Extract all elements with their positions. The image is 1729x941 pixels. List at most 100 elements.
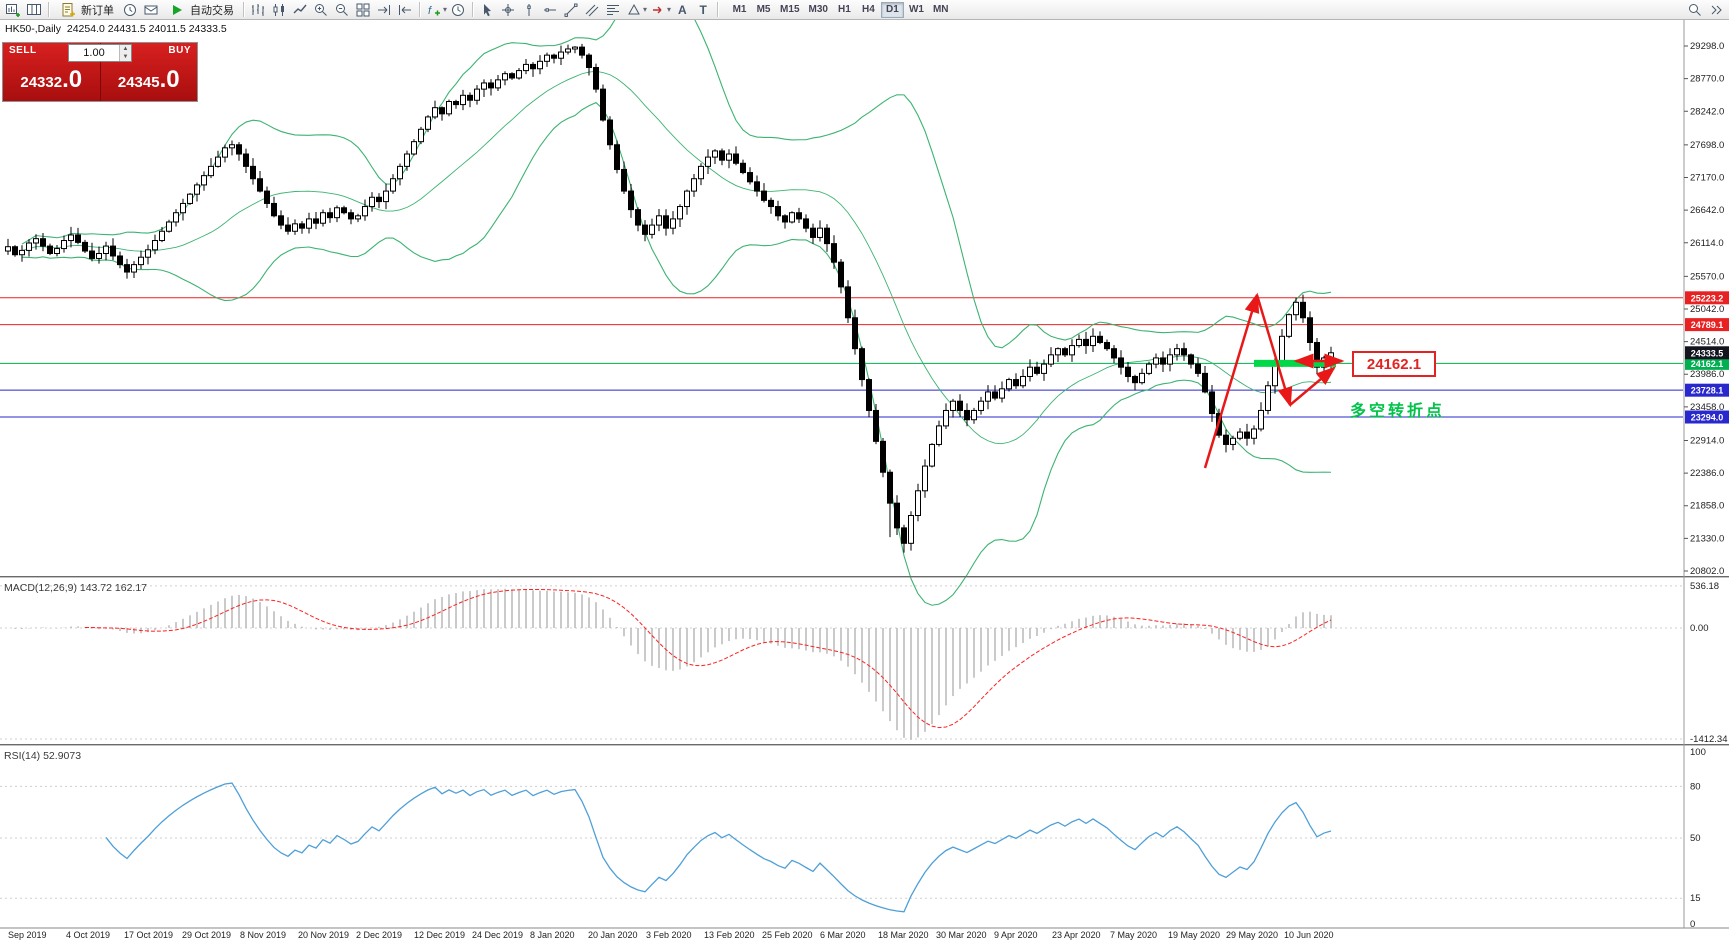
toolbar-separator <box>48 2 49 17</box>
svg-text:6 Mar 2020: 6 Mar 2020 <box>820 930 866 940</box>
axis-layer: 29298.0 28770.0 28242.0 27698.0 27170.0 26642… <box>0 20 1729 940</box>
label-icon[interactable]: T <box>693 1 713 19</box>
svg-text:30 Mar 2020: 30 Mar 2020 <box>936 930 987 940</box>
fibonacci-icon[interactable] <box>603 1 623 19</box>
toolbar-separator <box>243 2 244 17</box>
timeframe-button-h1[interactable]: H1 <box>838 4 851 15</box>
arrows-icon[interactable] <box>648 1 668 19</box>
search-icon[interactable] <box>1685 1 1705 19</box>
drawings-layer[interactable] <box>1203 292 1345 469</box>
trendline-icon[interactable] <box>561 1 581 19</box>
tile-windows-icon[interactable] <box>353 1 373 19</box>
svg-text:50: 50 <box>1690 833 1701 844</box>
svg-text:80: 80 <box>1690 781 1701 792</box>
svg-text:8 Jan 2020: 8 Jan 2020 <box>530 930 575 940</box>
toolbar-separator <box>419 2 420 17</box>
timeframe-button-m1[interactable]: M1 <box>732 4 747 15</box>
profiles-icon[interactable] <box>24 1 44 19</box>
zigzag-arrow[interactable] <box>1255 294 1293 408</box>
mailbox-icon[interactable] <box>141 1 161 19</box>
volume-stepper[interactable]: 1.00 ▲ ▼ <box>68 44 132 62</box>
svg-text:27170.0: 27170.0 <box>1690 172 1724 183</box>
new-chart-icon[interactable] <box>3 1 23 19</box>
price-annotation-box[interactable]: 24162.1 <box>1352 351 1436 377</box>
candlestick-chart-icon[interactable] <box>269 1 289 19</box>
svg-text:25042.0: 25042.0 <box>1690 304 1724 315</box>
zigzag-arrow[interactable] <box>1203 292 1260 469</box>
timeframe-button-d1[interactable]: D1 <box>880 1 904 18</box>
svg-text:100: 100 <box>1690 747 1706 758</box>
rsi-label: RSI(14) 52.9073 <box>4 750 82 762</box>
macd-signal-line <box>84 588 1332 729</box>
arrows-caret-icon[interactable]: ▾ <box>667 5 672 14</box>
bollinger-lower <box>21 101 1332 606</box>
svg-text:29 Oct 2019: 29 Oct 2019 <box>182 930 231 940</box>
sell-label: SELL <box>9 45 37 56</box>
text-icon[interactable]: A <box>672 1 692 19</box>
chart-shift-icon[interactable] <box>395 1 415 19</box>
ohlc-header: HK50-,Daily 24254.0 24431.5 24011.5 2433… <box>5 23 227 35</box>
bars-chart-icon[interactable] <box>248 1 268 19</box>
svg-text:7 May 2020: 7 May 2020 <box>1110 930 1157 940</box>
cursor-icon[interactable] <box>477 1 497 19</box>
indicators-icon[interactable]: f <box>424 1 444 19</box>
timeframe-button-mn[interactable]: MN <box>932 4 949 15</box>
svg-text:9 Apr 2020: 9 Apr 2020 <box>994 930 1038 940</box>
auto-scroll-icon[interactable] <box>374 1 394 19</box>
toolbar-separator <box>717 2 719 17</box>
svg-text:24514.0: 24514.0 <box>1690 337 1724 348</box>
top-toolbar: 新订单 自动交易 f ▾ ▾ ▾ A T M1 M5 M15 M30 H1 H4 D1 W1 MN <box>0 0 1729 20</box>
horizontal-line-icon[interactable] <box>540 1 560 19</box>
vertical-line-icon[interactable] <box>519 1 539 19</box>
svg-text:15: 15 <box>1690 893 1701 904</box>
zoom-in-icon[interactable] <box>311 1 331 19</box>
volume-down-button[interactable]: ▼ <box>120 53 131 61</box>
svg-text:-1412.34: -1412.34 <box>1690 734 1728 745</box>
timeframe-button-m5[interactable]: M5 <box>756 4 771 15</box>
crosshair-icon[interactable] <box>498 1 518 19</box>
zigzag-arrow[interactable] <box>1289 366 1336 406</box>
timeframe-button-m15[interactable]: M15 <box>780 4 800 15</box>
svg-text:25 Feb 2020: 25 Feb 2020 <box>762 930 813 940</box>
panel-toggle-icon[interactable] <box>1706 1 1726 19</box>
svg-text:20 Jan 2020: 20 Jan 2020 <box>588 930 638 940</box>
new-order-icon <box>58 1 78 19</box>
timeframe-group: M1 M5 M15 M30 H1 H4 D1 W1 MN <box>728 1 952 18</box>
chart-canvas[interactable]: 29298.0 28770.0 28242.0 27698.0 27170.0 26642… <box>0 20 1729 941</box>
svg-text:13 Feb 2020: 13 Feb 2020 <box>704 930 755 940</box>
market-watch-icon[interactable] <box>120 1 140 19</box>
svg-text:4 Oct 2019: 4 Oct 2019 <box>66 930 110 940</box>
turning-point-text[interactable]: 多空转折点 <box>1350 403 1446 420</box>
channel-icon[interactable] <box>582 1 602 19</box>
shapes-caret-icon[interactable]: ▾ <box>643 5 648 14</box>
svg-text:26642.0: 26642.0 <box>1690 205 1724 216</box>
one-click-trading-panel: SELL 24332.0 BUY 24345.0 1.00 ▲ ▼ <box>2 42 198 102</box>
svg-text:18 Mar 2020: 18 Mar 2020 <box>878 930 929 940</box>
timeframe-button-h4[interactable]: H4 <box>862 4 875 15</box>
svg-text:Sep 2019: Sep 2019 <box>8 930 47 940</box>
buy-price-button[interactable]: BUY 24345.0 <box>100 43 197 101</box>
line-chart-icon[interactable] <box>290 1 310 19</box>
svg-text:8 Nov 2019: 8 Nov 2019 <box>240 930 286 940</box>
timeframe-button-m30[interactable]: M30 <box>808 4 828 15</box>
indicators-caret-icon[interactable]: ▾ <box>443 5 448 14</box>
svg-text:23 Apr 2020: 23 Apr 2020 <box>1052 930 1101 940</box>
buy-price: 24345.0 <box>117 66 180 93</box>
new-order-button[interactable]: 新订单 <box>53 1 119 19</box>
svg-text:2 Dec 2019: 2 Dec 2019 <box>356 930 402 940</box>
svg-text:10 Jun 2020: 10 Jun 2020 <box>1284 930 1334 940</box>
zoom-out-icon[interactable] <box>332 1 352 19</box>
autotrade-label: 自动交易 <box>190 4 234 17</box>
shapes-icon[interactable] <box>624 1 644 19</box>
svg-text:24162.1: 24162.1 <box>1691 359 1724 369</box>
svg-text:A: A <box>678 3 687 17</box>
svg-text:T: T <box>700 3 708 17</box>
volume-up-button[interactable]: ▲ <box>120 45 131 53</box>
autotrade-button[interactable]: 自动交易 <box>162 1 239 19</box>
macd-layer <box>0 585 1683 740</box>
timeframe-button-w1[interactable]: W1 <box>908 4 924 15</box>
svg-text:29298.0: 29298.0 <box>1690 41 1724 52</box>
svg-text:25223.2: 25223.2 <box>1691 293 1724 303</box>
rsi-layer <box>0 782 1683 913</box>
clock-icon[interactable] <box>448 1 468 19</box>
